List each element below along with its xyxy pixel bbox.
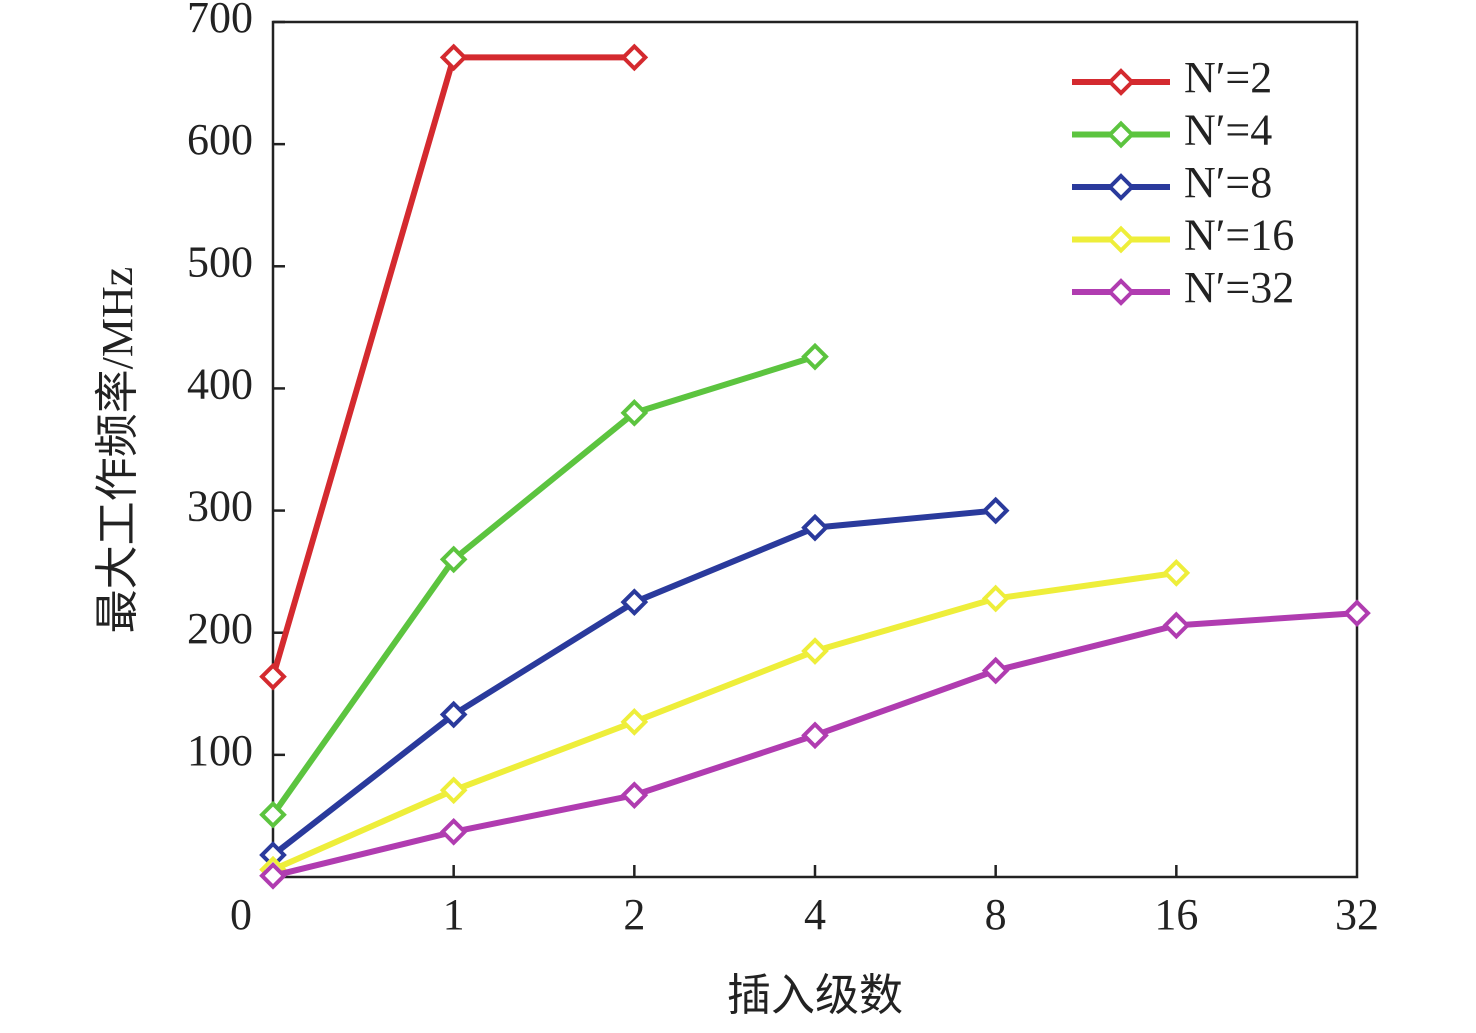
x-tick-label: 8 (985, 890, 1007, 939)
series-line (271, 569, 1177, 873)
point-marker (620, 781, 649, 809)
series-line (270, 54, 635, 678)
point-marker (620, 43, 649, 72)
point-marker (259, 662, 287, 691)
y-tick-label: 300 (187, 482, 253, 531)
y-tick-label: 400 (187, 360, 253, 409)
legend-label: N′=4 (1184, 106, 1272, 155)
point-marker (801, 637, 829, 665)
point-marker (801, 721, 829, 750)
y-tick-label: 700 (187, 0, 253, 42)
y-tick-label: 500 (187, 237, 253, 286)
legend-marker (1107, 173, 1135, 201)
point-marker (439, 700, 468, 729)
legend-marker (1107, 68, 1135, 96)
point-marker (259, 800, 287, 829)
point-marker (620, 588, 649, 617)
point-marker (620, 708, 649, 736)
point-marker (801, 513, 829, 542)
x-tick-label: 2 (623, 890, 645, 939)
point-marker (801, 342, 829, 371)
point-marker (439, 776, 468, 805)
point-marker (439, 817, 468, 846)
point-marker (981, 496, 1010, 525)
point-marker (439, 545, 468, 574)
legend-label: N′=2 (1184, 53, 1272, 102)
y-tick-label: 100 (187, 726, 253, 775)
y-tick-label: 200 (187, 604, 253, 653)
point-marker (259, 861, 287, 890)
x-tick-label: 0 (230, 890, 252, 939)
legend-marker (1107, 225, 1135, 254)
point-marker (620, 399, 649, 427)
legend-marker (1107, 278, 1135, 306)
point-marker (981, 656, 1010, 685)
point-marker (439, 43, 468, 72)
x-axis-label: 插入级数 (727, 971, 903, 1020)
legend-label: N′=32 (1184, 263, 1294, 312)
y-tick-label: 600 (187, 115, 253, 164)
legend-label: N′=8 (1184, 158, 1272, 207)
y-axis-label: 最大工作频率/MHz (93, 267, 142, 634)
x-tick-label: 1 (443, 890, 465, 939)
point-marker (981, 584, 1010, 613)
legend-marker (1107, 120, 1135, 149)
x-tick-label: 32 (1335, 890, 1379, 939)
legend-label: N′=16 (1184, 211, 1294, 260)
point-marker (1162, 611, 1191, 640)
series-line (270, 353, 816, 817)
x-tick-label: 4 (804, 890, 826, 939)
point-marker (1343, 599, 1371, 627)
point-marker (1162, 559, 1191, 587)
x-tick-label: 16 (1154, 890, 1198, 939)
